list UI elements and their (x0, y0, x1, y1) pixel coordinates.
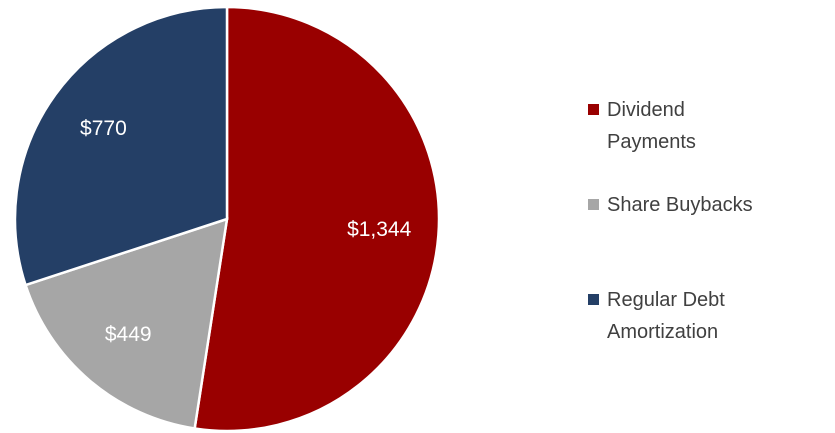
pie-slice (23, 217, 229, 430)
pie-area: $1,344 $449 $770 (13, 5, 441, 433)
legend-label: Regular Debt Amortization (607, 289, 725, 343)
legend-item: Regular Debt Amortization (588, 284, 757, 348)
value-label: $449 (105, 323, 152, 346)
value-label: $770 (80, 117, 127, 140)
legend-label: Dividend Payments (607, 99, 696, 153)
legend-label: Share Buybacks (607, 194, 753, 216)
legend-item: Dividend Payments (588, 94, 757, 158)
legend-swatch (588, 294, 599, 305)
value-label: $1,344 (347, 218, 412, 241)
legend-swatch (588, 199, 599, 210)
legend-item: Share Buybacks (588, 189, 757, 221)
pie-slice (193, 5, 441, 433)
pie-slice (13, 5, 229, 287)
legend-swatch (588, 104, 599, 115)
